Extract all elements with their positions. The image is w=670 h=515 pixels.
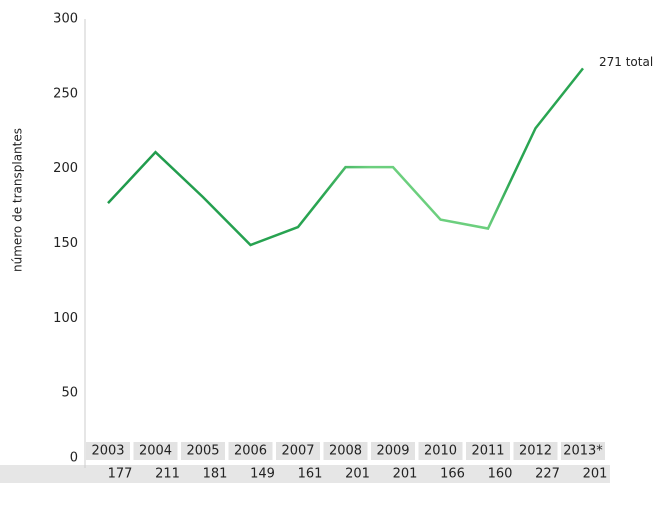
table-value: 160 bbox=[488, 467, 513, 482]
x-label-box bbox=[513, 442, 558, 460]
y-tick-label: 0 bbox=[70, 451, 78, 466]
y-tick-label: 200 bbox=[53, 161, 78, 176]
x-label-box bbox=[133, 442, 178, 460]
x-label-box bbox=[418, 442, 463, 460]
table-value: 181 bbox=[203, 467, 228, 482]
x-label-box bbox=[561, 442, 605, 460]
y-tick-label: 50 bbox=[61, 386, 78, 401]
table-value: 211 bbox=[155, 467, 180, 482]
table-value: 161 bbox=[298, 467, 323, 482]
x-tick-label: 2011 bbox=[471, 444, 504, 459]
table-value: 201 bbox=[345, 467, 370, 482]
x-tick-label: 2010 bbox=[424, 444, 457, 459]
x-tick-label: 2006 bbox=[234, 444, 267, 459]
series-line bbox=[107, 67, 584, 247]
x-tick-label: 2009 bbox=[376, 444, 409, 459]
x-label-box bbox=[371, 442, 415, 460]
x-tick-label: 2003 bbox=[91, 444, 124, 459]
table-value: 201 bbox=[583, 467, 608, 482]
x-tick-label: 2004 bbox=[139, 444, 172, 459]
y-tick-label: 300 bbox=[53, 12, 78, 27]
x-label-box bbox=[181, 442, 225, 460]
table-value: 166 bbox=[440, 467, 465, 482]
x-label-box bbox=[276, 442, 320, 460]
y-tick-label: 150 bbox=[53, 236, 78, 251]
table-value: 149 bbox=[250, 467, 275, 482]
table-strip bbox=[0, 465, 610, 483]
y-tick-label: 250 bbox=[53, 86, 78, 101]
x-tick-label: 2005 bbox=[186, 444, 219, 459]
y-axis-label: número de transplantes bbox=[11, 128, 25, 272]
x-label-box bbox=[86, 442, 130, 460]
annotation: 271 total bbox=[599, 55, 653, 69]
x-tick-label: 2007 bbox=[281, 444, 314, 459]
table-value: 177 bbox=[108, 467, 133, 482]
x-label-box bbox=[466, 442, 510, 460]
table-value: 227 bbox=[535, 467, 560, 482]
x-tick-label: 2012 bbox=[519, 444, 552, 459]
x-label-box bbox=[323, 442, 368, 460]
x-tick-label: 2008 bbox=[329, 444, 362, 459]
table-value: 201 bbox=[393, 467, 418, 482]
y-tick-label: 100 bbox=[53, 311, 78, 326]
x-label-box bbox=[228, 442, 273, 460]
x-tick-label: 2013* bbox=[563, 444, 603, 459]
